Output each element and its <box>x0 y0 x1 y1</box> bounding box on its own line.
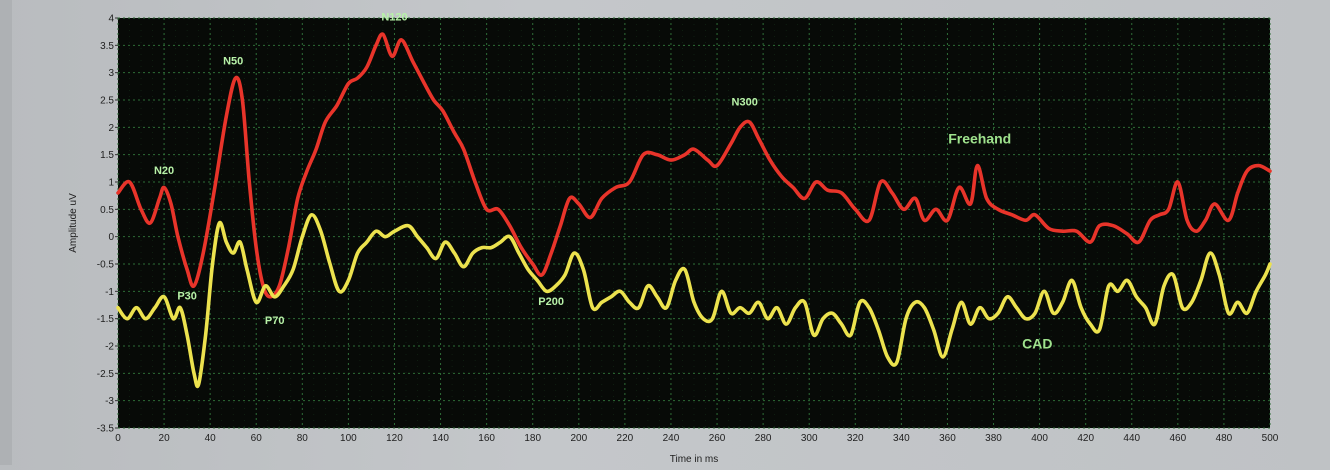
annotation-p200: P200 <box>538 296 564 308</box>
x-tick-label: 20 <box>159 433 171 444</box>
x-tick-label: 220 <box>617 433 634 444</box>
x-tick-label: 180 <box>524 433 541 444</box>
y-tick-label: -2.5 <box>97 369 115 380</box>
y-tick-label: -0.5 <box>97 260 115 271</box>
x-tick-label: 160 <box>478 433 495 444</box>
annotation-freehand: Freehand <box>948 131 1011 147</box>
grid-lines <box>117 17 1271 429</box>
x-tick-label: 140 <box>432 433 449 444</box>
x-tick-label: 380 <box>985 433 1002 444</box>
x-tick-label: 260 <box>709 433 726 444</box>
plot-area <box>118 18 1270 428</box>
y-tick-label: -3 <box>105 396 114 407</box>
y-tick-label: -2 <box>105 342 114 353</box>
series-line-freehand <box>116 32 1272 299</box>
annotation-n120: N120 <box>381 12 407 24</box>
y-tick-label: 2 <box>108 123 114 134</box>
x-tick-label: 40 <box>205 433 217 444</box>
y-tick-label: 3 <box>108 68 114 79</box>
x-tick-label: 300 <box>801 433 818 444</box>
x-tick-label: 120 <box>386 433 403 444</box>
x-axis-title: Time in ms <box>670 454 719 465</box>
annotation-n20: N20 <box>154 165 174 177</box>
series-layer <box>116 32 1272 389</box>
y-tick-label: -1.5 <box>97 314 115 325</box>
x-tick-label: 460 <box>1169 433 1186 444</box>
annotation-cad: CAD <box>1022 336 1052 352</box>
annotation-n50: N50 <box>223 55 243 67</box>
y-axis-tick-labels: 4 3.5 3 2.5 2 1.5 1 0.5 0 -0.5 -1 -1.5 -2 -2.5 -3 -3.5 <box>97 14 118 435</box>
y-axis-title: Amplitude uV <box>68 193 79 253</box>
x-tick-label: 240 <box>663 433 680 444</box>
y-tick-label: 1.5 <box>100 150 114 161</box>
y-tick-label: 4 <box>108 14 114 25</box>
y-tick-label: 2.5 <box>100 96 114 107</box>
x-tick-label: 0 <box>115 433 121 444</box>
x-axis-tick-labels: 0 20 40 60 80 100 120 140 160 180 200 220 240 260 280 3… <box>115 433 1279 444</box>
left-border-band <box>0 0 12 465</box>
y-tick-label: 0.5 <box>100 205 114 216</box>
y-tick-label: 0 <box>108 232 114 243</box>
annotation-p30: P30 <box>177 291 197 303</box>
y-tick-label: 1 <box>108 178 114 189</box>
x-tick-label: 400 <box>1031 433 1048 444</box>
x-tick-label: 360 <box>939 433 956 444</box>
x-tick-label: 480 <box>1216 433 1233 444</box>
y-tick-label: -1 <box>105 287 114 298</box>
x-tick-label: 60 <box>251 433 263 444</box>
y-tick-label: -3.5 <box>97 424 115 435</box>
x-tick-label: 500 <box>1262 433 1279 444</box>
x-tick-label: 80 <box>297 433 309 444</box>
series-line-cad <box>116 213 1272 389</box>
annotation-p70: P70 <box>265 315 285 327</box>
x-tick-label: 280 <box>755 433 772 444</box>
x-tick-label: 200 <box>570 433 587 444</box>
annotation-layer: N20 N50 N120 N300 P30 P70 P200 Freehand CAD <box>154 12 1052 352</box>
annotation-n300: N300 <box>732 96 758 108</box>
x-tick-label: 320 <box>847 433 864 444</box>
x-tick-label: 100 <box>340 433 357 444</box>
x-tick-label: 440 <box>1123 433 1140 444</box>
x-tick-label: 420 <box>1077 433 1094 444</box>
x-tick-label: 340 <box>893 433 910 444</box>
y-tick-label: 3.5 <box>100 41 114 52</box>
